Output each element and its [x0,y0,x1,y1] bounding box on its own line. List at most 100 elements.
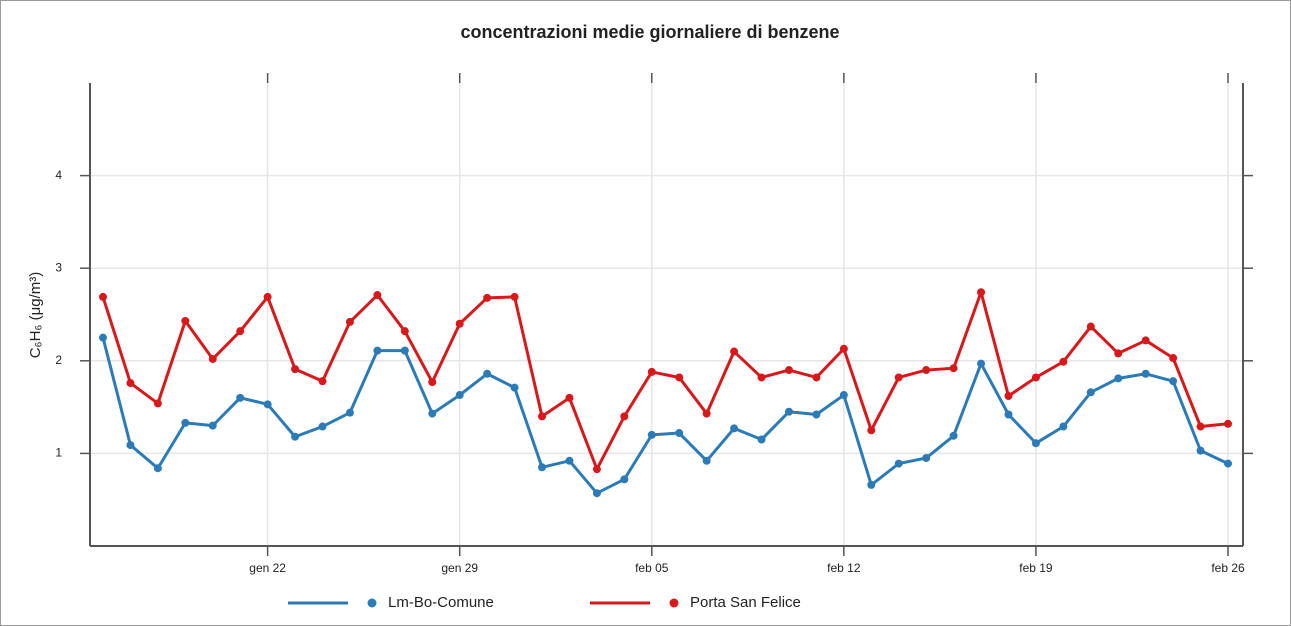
data-point [1224,459,1232,468]
data-point [620,412,629,421]
data-point [126,379,135,388]
data-point [400,346,409,355]
y-tick-label: 4 [55,168,62,182]
data-point [318,422,327,431]
x-tick-label: gen 22 [249,561,286,575]
data-point [181,316,190,325]
data-point [126,441,135,450]
data-point [373,346,382,355]
data-point [647,430,656,439]
data-point [99,292,107,301]
data-point [1031,373,1040,382]
data-point [400,327,409,336]
data-point [565,393,574,402]
data-point [291,432,300,441]
data-point [153,464,162,473]
data-point [345,408,354,417]
data-point [538,412,547,421]
data-point [236,393,245,402]
data-point [99,333,107,342]
data-point [839,344,848,353]
data-point [812,373,821,382]
data-point [784,366,793,375]
data-point [1004,410,1013,419]
data-point [949,364,958,373]
y-tick-label: 2 [55,353,62,367]
data-point [208,354,217,363]
data-point [565,456,574,465]
data-point [1169,377,1178,386]
chart-title: concentrazioni medie giornaliere di benz… [460,22,839,42]
data-point [839,391,848,400]
data-point [702,456,711,465]
data-point [922,366,931,375]
data-point [428,409,437,418]
legend-label: Lm-Bo-Comune [388,594,494,611]
data-point [1196,422,1205,431]
data-point [730,347,739,356]
data-point [675,429,684,438]
data-point [373,291,382,300]
y-axis-label: C₆H₆ (μg/m³) [27,272,44,359]
data-point [592,465,601,474]
data-point [153,399,162,408]
data-point [757,373,766,382]
legend-marker [367,598,377,608]
series-line [101,290,1229,471]
data-point [428,378,437,387]
x-tick-label: gen 29 [441,561,478,575]
data-point [1169,354,1178,363]
data-point [1141,369,1150,378]
data-point [977,288,986,297]
data-point [784,407,793,416]
y-tick-label: 1 [55,446,62,460]
series-line [101,337,1229,495]
data-point [1114,374,1123,383]
data-point [538,463,547,472]
data-point [510,292,519,301]
legend-label: Porta San Felice [690,594,801,611]
data-point [483,293,492,302]
legend-marker [669,598,679,608]
data-point [181,418,190,427]
data-point [345,317,354,326]
data-point [208,421,217,430]
data-point [812,410,821,419]
data-point [236,327,245,336]
x-tick-label: feb 12 [827,561,861,575]
data-point [757,435,766,444]
data-point [620,475,629,484]
data-point [1086,322,1095,331]
data-point [922,454,931,463]
data-point [1059,422,1068,431]
data-point [483,369,492,378]
data-point [949,431,958,440]
data-point [1224,419,1232,428]
data-point [894,373,903,382]
data-point [510,383,519,392]
data-point [1141,336,1150,345]
data-point [263,400,272,409]
data-point [867,480,876,489]
data-point [455,319,464,328]
data-point [1059,357,1068,366]
data-point [730,424,739,433]
data-point [318,377,327,386]
x-tick-label: feb 19 [1019,561,1053,575]
data-point [977,359,986,368]
data-point [702,409,711,418]
data-point [1031,439,1040,448]
data-point [894,459,903,468]
data-point [291,365,300,374]
data-point [592,489,601,498]
data-point [455,391,464,400]
data-point [1004,391,1013,400]
data-point [647,367,656,376]
data-point [1114,349,1123,358]
data-point [1196,446,1205,455]
data-point [675,373,684,382]
data-point [867,426,876,435]
x-tick-label: feb 05 [635,561,669,575]
